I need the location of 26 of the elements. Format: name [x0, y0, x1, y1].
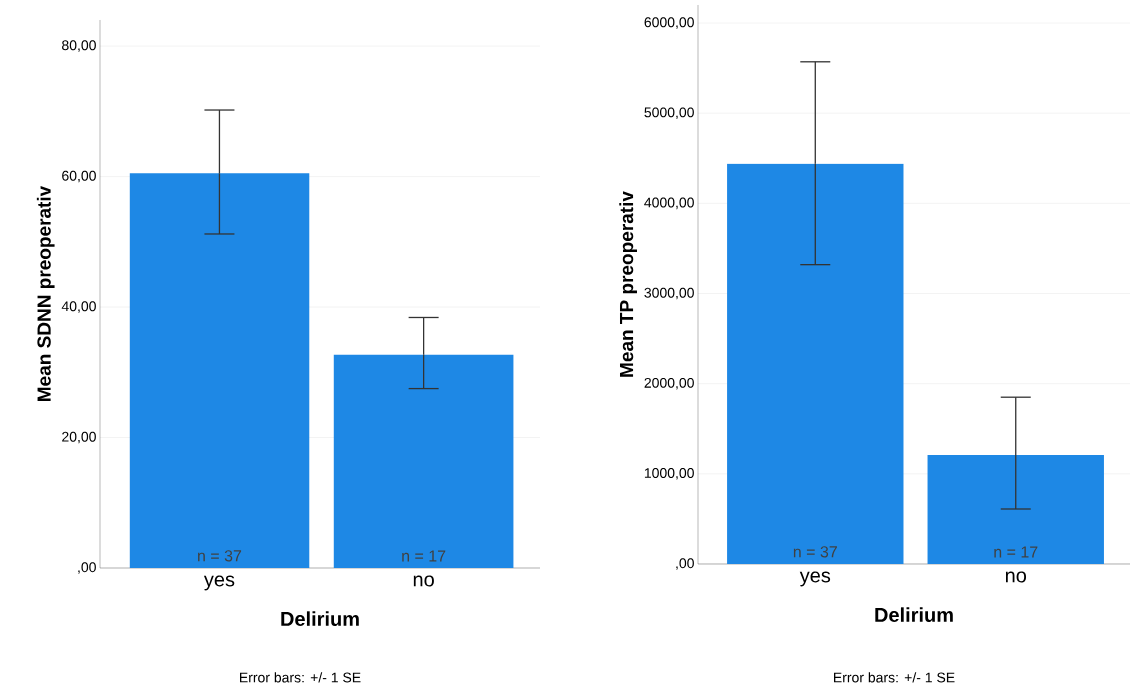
y-tick-label: 1000,00 — [644, 468, 694, 480]
x-axis-title: Delirium — [281, 611, 359, 626]
annotation: n = 17 — [402, 550, 446, 562]
y-tick-label: 4000,00 — [644, 197, 694, 210]
text: Error bars: +/- 1 SE — [240, 672, 361, 683]
x-axis-title: Delirium — [875, 607, 953, 622]
annotation: n = 37 — [793, 546, 837, 558]
y-tick-label: ,00 — [676, 558, 694, 570]
annotation: n = 37 — [198, 550, 242, 562]
y-axis-title: Mean TP preoperativ — [619, 191, 637, 377]
y-tick-label: ,00 — [78, 562, 96, 574]
y-axis-title: Mean SDNN preoperativ — [36, 185, 55, 401]
y-tick-label: 40,00 — [61, 301, 96, 313]
x-tick-label: no — [413, 575, 434, 587]
y-tick-label: 3000,00 — [644, 287, 694, 300]
y-tick-label: 5000,00 — [644, 107, 694, 119]
y-tick-label: 80,00 — [62, 40, 96, 52]
y-tick-label: 60,00 — [62, 170, 96, 183]
annotation: n = 17 — [994, 546, 1038, 558]
x-tick-label: no — [1005, 571, 1027, 583]
x-tick-label: yes — [203, 575, 235, 591]
x-tick-label: yes — [799, 571, 831, 587]
y-tick-label: 2000,00 — [644, 377, 694, 390]
y-tick-label: 20,00 — [62, 431, 96, 444]
text: Error bars: +/- 1 SE — [834, 672, 955, 683]
y-tick-label: 6000,00 — [644, 17, 694, 29]
